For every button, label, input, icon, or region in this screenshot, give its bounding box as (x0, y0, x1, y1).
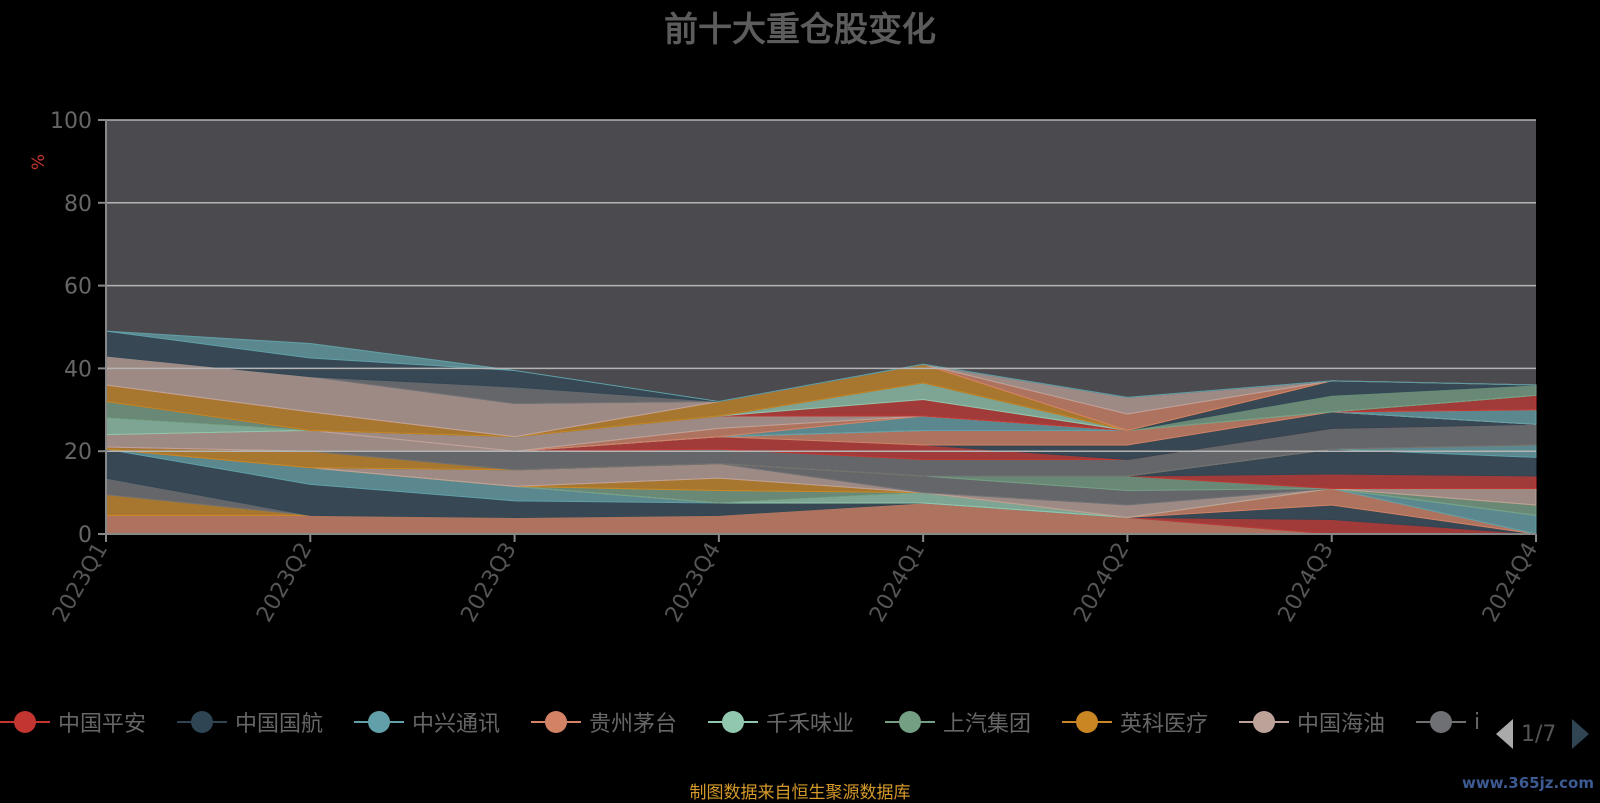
x-tick-label: 2024Q1 (865, 539, 930, 627)
x-tick-label: 2024Q3 (1274, 539, 1339, 627)
watermark: www.365jz.com (1461, 774, 1594, 792)
next-page-icon[interactable] (1572, 719, 1590, 749)
legend-item[interactable]: 千禾味业 (708, 702, 854, 742)
legend-label: 中国国航 (235, 712, 324, 737)
legend-marker-icon (0, 702, 50, 742)
legend-pager: 1/7 (1496, 716, 1590, 752)
y-tick-label: 40 (64, 357, 92, 382)
legend-marker-icon (1062, 702, 1112, 742)
x-tick-label: 2024Q2 (1069, 539, 1134, 627)
legend-item[interactable]: 中国国航 (177, 702, 323, 742)
legend-item[interactable]: 上汽集团 (885, 702, 1031, 742)
legend-label: 英科医疗 (1120, 712, 1209, 737)
legend-marker-icon (1239, 702, 1289, 742)
area-series-37[interactable] (105, 330, 1537, 403)
page-indicator: 1/7 (1521, 721, 1557, 747)
y-tick-label: 0 (78, 523, 92, 548)
x-tick-label: 2023Q4 (661, 539, 726, 627)
x-tick-label: 2023Q3 (456, 539, 521, 627)
legend-label: 千禾味业 (766, 712, 855, 737)
legend-label: 中国平安 (58, 712, 147, 737)
legend-marker-icon (177, 702, 227, 742)
legend-item[interactable]: 贵州茅台 (531, 702, 677, 742)
y-tick-label: 20 (64, 440, 92, 465)
y-tick-label: 100 (50, 109, 92, 134)
legend-marker-icon (531, 702, 581, 742)
legend-item[interactable]: 中国海油 (1239, 702, 1385, 742)
legend-item[interactable]: 中国平安 (0, 702, 146, 742)
legend-label: i (1474, 709, 1481, 735)
legend-label: 中兴通讯 (412, 712, 501, 737)
chart-title: 前十大重仓股变化 (664, 10, 936, 50)
x-tick-label: 2023Q2 (252, 539, 317, 627)
y-tick-label: 60 (64, 275, 92, 300)
legend-marker-icon (1416, 702, 1466, 742)
x-tick-label: 2024Q4 (1478, 539, 1543, 627)
legend-marker-icon (354, 702, 404, 742)
legend-label: 贵州茅台 (589, 712, 678, 737)
legend-marker-icon (708, 702, 758, 742)
legend-item[interactable]: i (1416, 702, 1480, 742)
legend-item[interactable]: 英科医疗 (1062, 702, 1208, 742)
y-axis-label: % (29, 154, 49, 170)
legend-item[interactable]: 中兴通讯 (354, 702, 500, 742)
legend-marker-icon (885, 702, 935, 742)
y-tick-label: 80 (64, 192, 92, 217)
prev-page-icon[interactable] (1496, 719, 1513, 749)
data-source-note: 制图数据来自恒生聚源数据库 (689, 783, 911, 803)
legend-label: 中国海油 (1297, 712, 1386, 737)
legend-label: 上汽集团 (943, 712, 1032, 737)
x-tick-label: 2023Q1 (48, 539, 113, 627)
legend: 中国平安 中国国航 中兴通讯 贵州茅台 千禾味业 上汽集团 英科医疗 中国海油 i (0, 702, 1490, 742)
